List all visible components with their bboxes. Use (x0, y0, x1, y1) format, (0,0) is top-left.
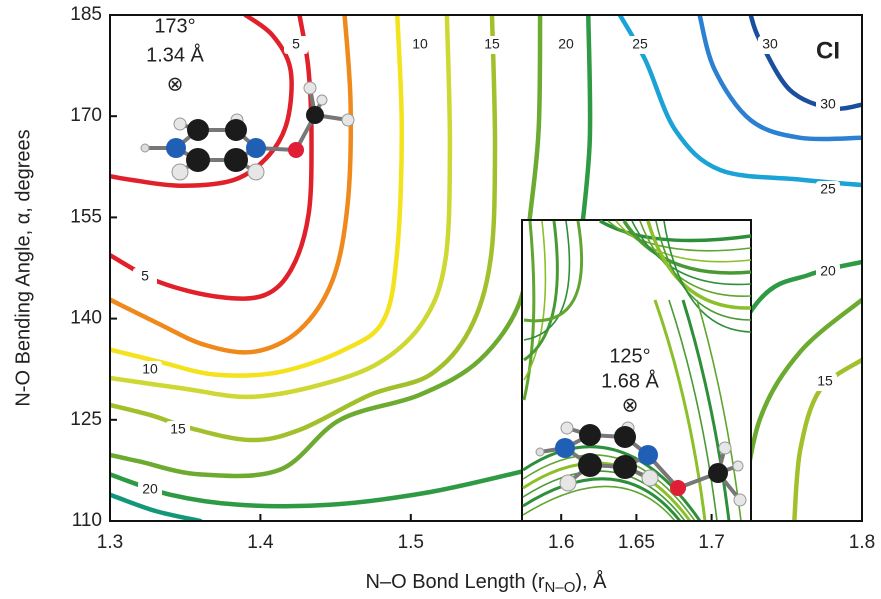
contour-label: 15 (170, 421, 186, 437)
contour-label: 15 (817, 373, 833, 389)
panel-label: CI (816, 37, 840, 64)
y-tick-label: 125 (70, 409, 102, 430)
contour-label: 30 (820, 96, 836, 112)
annotation: 1.68 Å (601, 369, 659, 392)
x-axis-label-text: N–O Bond Length (r (366, 571, 545, 593)
y-tick-label: 140 (70, 308, 102, 329)
contour-label: 30 (762, 36, 778, 52)
contour-label: 20 (820, 263, 836, 279)
y-axis-label: N-O Bending Angle, α, degrees (12, 129, 34, 406)
x-tick-label: 1.8 (849, 532, 875, 553)
y-tick-label: 170 (70, 105, 102, 126)
contour-label: 25 (820, 181, 836, 197)
y-tick-label: 185 (70, 4, 102, 25)
annotation: 1.34 Å (146, 43, 204, 66)
x-axis-label-sub: N–O (545, 579, 576, 596)
x-tick-label: 1.7 (698, 532, 724, 553)
annotation: 173° (154, 15, 195, 37)
contour-label: 15 (484, 36, 500, 52)
x-tick-label: 1.65 (618, 532, 655, 553)
x-axis-label: N–O Bond Length (rN–O), Å (366, 570, 608, 596)
contour-line (110, 15, 312, 299)
x-axis-label-end: ), Å (575, 570, 607, 593)
annotation: 125° (609, 345, 650, 367)
x-tick-label: 1.4 (247, 532, 274, 553)
molecule (141, 82, 354, 180)
y-tick-label: 110 (72, 510, 102, 531)
contour-label: 10 (142, 361, 158, 377)
minimum-marker: ⊗ (167, 73, 184, 95)
y-tick-label: 155 (70, 206, 102, 227)
chart: 5 5 10 10 15 15 15 20 20 20 25 25 30 30 (0, 0, 881, 599)
minimum-marker: ⊗ (622, 394, 639, 416)
contour-label: 5 (292, 36, 300, 52)
contour-label: 20 (558, 36, 574, 52)
contour-label: 25 (632, 36, 648, 52)
contour-line (751, 15, 862, 109)
contour-label: 10 (412, 36, 428, 52)
x-tick-label: 1.6 (548, 532, 574, 553)
x-tick-label: 1.5 (398, 532, 424, 553)
contour-label: 5 (141, 268, 149, 284)
contour-label: 20 (142, 481, 158, 497)
x-tick-label: 1.3 (97, 532, 123, 553)
